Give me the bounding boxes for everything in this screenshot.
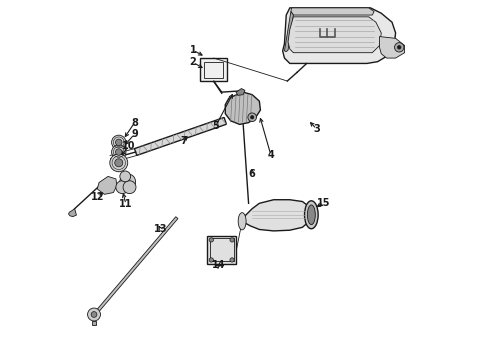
Text: 2: 2 [190, 57, 196, 67]
Text: 6: 6 [249, 168, 256, 179]
Circle shape [230, 258, 234, 262]
Circle shape [116, 149, 122, 155]
Circle shape [397, 45, 401, 49]
Polygon shape [379, 37, 405, 58]
Circle shape [120, 171, 131, 182]
Circle shape [209, 238, 214, 242]
Circle shape [115, 159, 123, 167]
Circle shape [91, 312, 97, 318]
Text: 8: 8 [131, 118, 138, 128]
Text: 14: 14 [213, 260, 226, 270]
Text: 15: 15 [317, 198, 331, 208]
Text: 13: 13 [154, 225, 168, 234]
Circle shape [248, 113, 256, 122]
Polygon shape [242, 200, 311, 231]
Polygon shape [134, 117, 226, 156]
Circle shape [123, 181, 136, 194]
Polygon shape [69, 209, 76, 217]
Polygon shape [291, 8, 374, 15]
Ellipse shape [304, 201, 318, 229]
Polygon shape [236, 89, 245, 95]
Circle shape [110, 154, 128, 172]
Circle shape [112, 135, 126, 149]
Polygon shape [288, 17, 381, 53]
Text: 7: 7 [180, 136, 187, 146]
Circle shape [116, 139, 122, 145]
Polygon shape [95, 217, 178, 314]
Circle shape [209, 258, 214, 262]
Text: 12: 12 [91, 192, 105, 202]
Polygon shape [225, 92, 260, 125]
Text: 10: 10 [122, 141, 136, 151]
Polygon shape [97, 176, 117, 194]
Circle shape [230, 238, 234, 242]
Text: 11: 11 [119, 199, 133, 210]
Text: 4: 4 [268, 150, 274, 160]
Polygon shape [285, 12, 294, 51]
Text: 5: 5 [212, 121, 219, 131]
Polygon shape [207, 235, 236, 264]
Circle shape [120, 174, 136, 190]
Circle shape [116, 181, 129, 194]
Polygon shape [283, 8, 395, 63]
Polygon shape [92, 321, 96, 325]
Circle shape [112, 145, 126, 159]
Ellipse shape [238, 213, 246, 230]
Text: 1: 1 [190, 45, 196, 55]
Circle shape [250, 116, 254, 119]
Circle shape [394, 42, 404, 52]
Text: 3: 3 [313, 124, 320, 134]
Polygon shape [200, 58, 227, 81]
Circle shape [88, 308, 100, 321]
Text: 9: 9 [131, 129, 138, 139]
Ellipse shape [307, 205, 315, 225]
